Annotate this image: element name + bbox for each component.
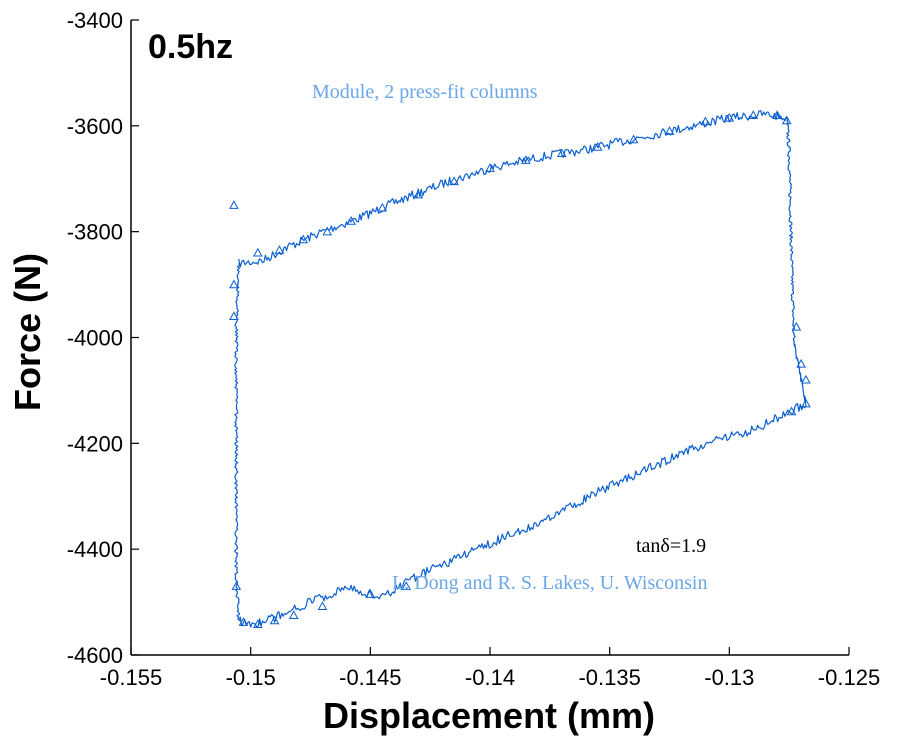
x-tick-label: -0.145 (339, 665, 401, 690)
y-tick-label: -3800 (67, 220, 123, 245)
data-point-marker (664, 126, 675, 135)
data-point-marker (700, 116, 711, 126)
data-point-marker (556, 148, 567, 158)
data-point-marker (229, 279, 239, 289)
data-point-marker (521, 155, 531, 164)
y-axis-title: Force (N) (7, 253, 48, 411)
data-point-marker (238, 617, 249, 626)
series-layer (229, 109, 811, 629)
data-point-marker (786, 406, 797, 416)
data-point-marker (298, 234, 309, 244)
data-point-marker (781, 115, 792, 125)
data-point-marker (791, 321, 802, 331)
y-tick-label: -4400 (67, 537, 123, 562)
data-point-marker (252, 247, 263, 257)
x-axis-title: Displacement (mm) (323, 695, 655, 736)
y-axis: -3400 -3600 -3800 -4000 -4200 -4400 -4600 (67, 8, 139, 668)
y-tick-label: -3600 (67, 114, 123, 139)
subtitle-annotation: Module, 2 press-fit columns (312, 81, 538, 103)
data-point-marker (748, 110, 759, 119)
data-point-marker (724, 112, 735, 122)
y-tick-label: -4200 (67, 431, 123, 456)
data-point-marker (801, 398, 811, 408)
data-point-marker (229, 311, 239, 321)
data-point-marker (401, 581, 412, 590)
hysteresis-trace (234, 109, 807, 628)
x-tick-label: -0.125 (818, 665, 880, 690)
data-point-marker (377, 202, 388, 212)
data-point-marker (274, 245, 285, 254)
axes-frame (130, 20, 849, 656)
y-tick-label: -3400 (67, 8, 123, 33)
data-point-marker (346, 216, 357, 225)
x-tick-label: -0.13 (704, 665, 754, 690)
credit-annotation: L. Dong and R. S. Lakes, U. Wisconsin (392, 572, 707, 594)
data-point-marker (252, 619, 263, 629)
data-point-marker (231, 581, 242, 590)
x-axis: -0.155 -0.15 -0.145 -0.14 -0.135 -0.13 -0.125 (100, 647, 880, 690)
data-point-marker (628, 134, 639, 144)
data-point-marker (322, 226, 333, 236)
frequency-label: 0.5hz (148, 28, 233, 66)
data-point-marker (229, 200, 239, 209)
data-point-marker (485, 163, 495, 172)
y-tick-label: -4000 (67, 326, 123, 351)
data-point-marker (796, 358, 806, 368)
data-point-marker (317, 601, 328, 611)
data-point-marker (801, 374, 811, 384)
data-point-marker (772, 110, 783, 119)
data-point-marker (288, 610, 299, 620)
y-tick-label: -4600 (67, 643, 123, 668)
loss-tangent-annotation: tanδ=1.9 (636, 535, 706, 557)
x-tick-label: -0.14 (465, 665, 515, 690)
data-point-marker (269, 615, 280, 625)
x-tick-label: -0.155 (100, 665, 162, 690)
x-tick-label: -0.135 (578, 665, 640, 690)
data-point-marker (365, 589, 376, 598)
data-point-marker (449, 176, 459, 186)
x-tick-label: -0.15 (226, 665, 276, 690)
data-point-marker (592, 141, 603, 151)
data-point-marker (413, 189, 424, 199)
